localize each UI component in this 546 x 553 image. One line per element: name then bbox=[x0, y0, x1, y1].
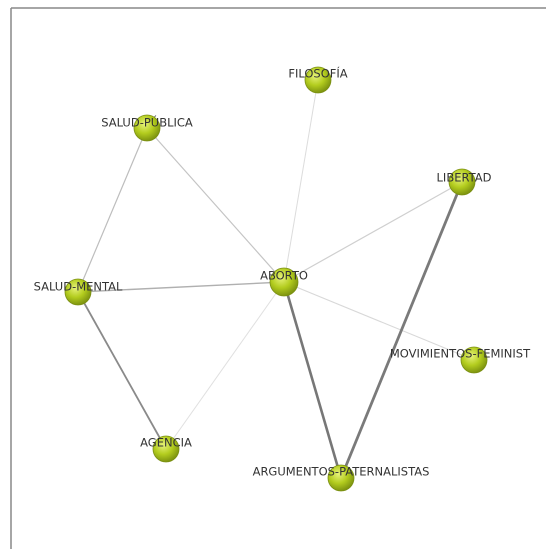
node-label: ABORTO bbox=[260, 269, 308, 283]
edge bbox=[77, 127, 148, 293]
node-label: SALUD-MENTAL bbox=[34, 280, 123, 294]
edge bbox=[77, 281, 285, 293]
edge bbox=[283, 281, 475, 361]
node bbox=[304, 66, 332, 94]
node bbox=[327, 464, 355, 492]
edge bbox=[77, 291, 167, 450]
edge bbox=[339, 181, 464, 479]
node-label: ARGUMENTOS-PATERNALISTAS bbox=[253, 465, 430, 479]
nodes bbox=[64, 66, 488, 492]
node-label: MOVIMIENTOS-FEMINIST bbox=[390, 347, 531, 361]
edges bbox=[77, 79, 475, 479]
edge bbox=[282, 281, 343, 479]
node bbox=[448, 168, 476, 196]
edge bbox=[283, 79, 319, 283]
labels: FILOSOFÍA SALUD-PÚBLICA LIBERTAD SALUD-M… bbox=[34, 66, 532, 479]
node bbox=[133, 114, 161, 142]
node bbox=[64, 278, 92, 306]
node bbox=[152, 435, 180, 463]
node bbox=[460, 346, 488, 374]
node-label: LIBERTAD bbox=[437, 171, 492, 185]
edge bbox=[165, 281, 285, 450]
node-label: AGENCIA bbox=[140, 436, 192, 450]
node bbox=[269, 267, 299, 297]
edge bbox=[146, 127, 285, 283]
edge bbox=[283, 181, 463, 283]
node-label: SALUD-PÚBLICA bbox=[101, 115, 193, 130]
node-label: FILOSOFÍA bbox=[288, 66, 347, 81]
